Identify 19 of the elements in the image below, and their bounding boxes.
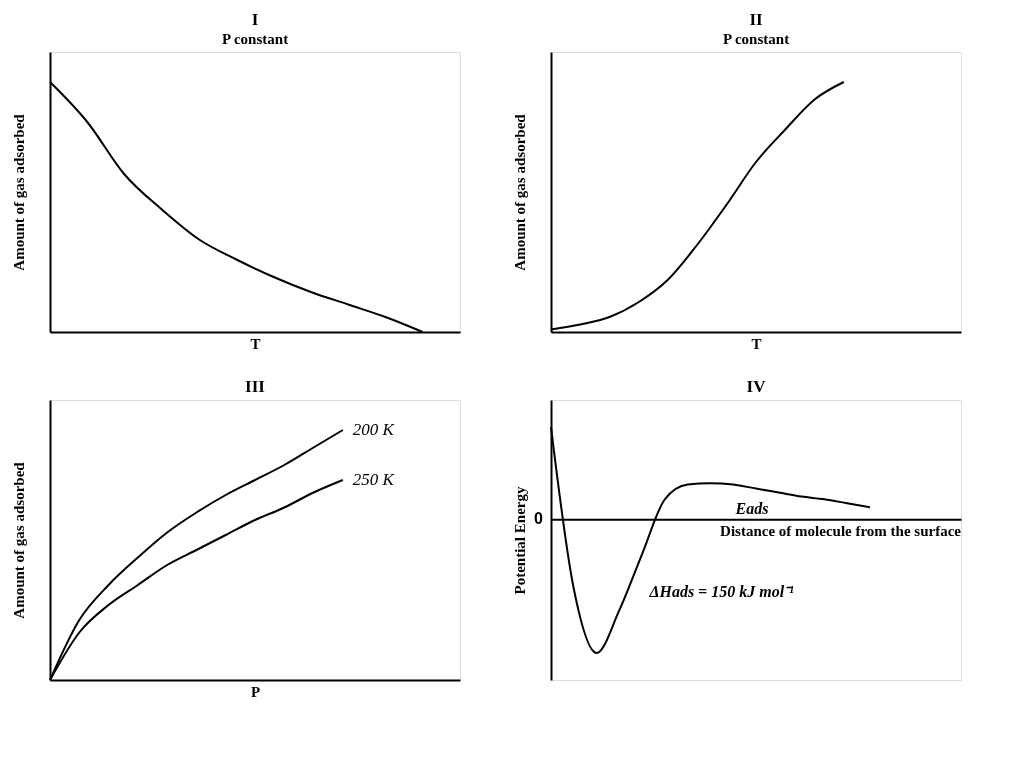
x-axis-title: T — [751, 335, 762, 352]
annotation: ΔHads = 150 kJ mol⁻¹ — [648, 582, 795, 600]
series-label: 250 K — [352, 470, 396, 489]
x-axis-title: T — [250, 335, 261, 352]
y-axis-title: Potential Energy — [511, 486, 528, 595]
text: 0 — [534, 510, 544, 528]
series-label: 200 K — [352, 420, 396, 439]
y-axis-title: Amount of gas adsorbed — [511, 113, 528, 271]
x-axis-title: P — [250, 683, 261, 700]
chart-subtitle: P constant — [221, 31, 289, 47]
x-axis-title: Distance of molecule from the surface — [720, 523, 962, 540]
y-axis-title: Amount of gas adsorbed — [10, 113, 27, 271]
chart-title: II — [749, 10, 763, 29]
chart-subtitle: P constant — [722, 31, 790, 47]
chart-title: III — [245, 377, 266, 396]
annotation: Eads — [734, 500, 769, 518]
chart-title: IV — [746, 377, 767, 396]
y-axis-title: Amount of gas adsorbed — [10, 461, 27, 619]
chart-title: I — [251, 10, 259, 29]
